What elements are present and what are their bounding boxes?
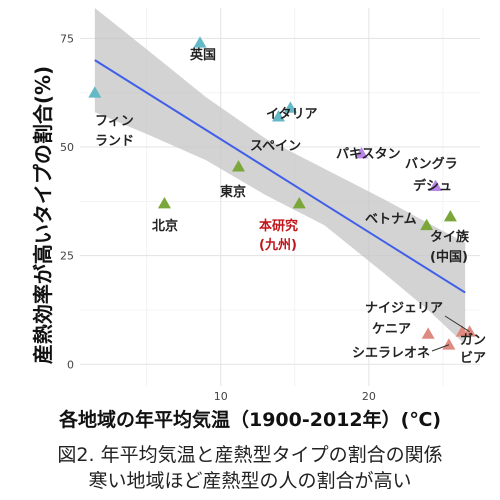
data-point — [354, 147, 368, 159]
point-label: フィン — [95, 114, 134, 129]
x-tick-label: 10 — [214, 390, 228, 403]
data-point — [442, 338, 456, 350]
x-axis-label: 各地域の年平均気温（1900-2012年）(℃) — [58, 408, 441, 431]
point-label: 東京 — [220, 184, 246, 200]
y-tick-label: 0 — [67, 358, 74, 371]
leader-lines — [431, 315, 470, 352]
point-label: 英国 — [189, 47, 216, 63]
regression-line — [94, 59, 466, 294]
point-label: (中国) — [430, 249, 468, 265]
point-label: イタリア — [266, 107, 317, 122]
data-point — [193, 36, 207, 48]
point-label: ベトナム — [365, 212, 417, 227]
regression-line-group — [94, 59, 466, 294]
data-point — [292, 197, 306, 209]
point-label: ビア — [460, 350, 486, 366]
data-point — [420, 218, 434, 231]
point-label: バングラ — [405, 156, 458, 172]
data-point — [272, 110, 286, 122]
point-label: パキスタン — [336, 147, 401, 162]
data-point — [88, 86, 102, 98]
x-tick-labels: 10 20 — [214, 390, 376, 403]
data-points — [88, 36, 477, 350]
y-tick-labels: 0 25 50 75 — [60, 32, 74, 371]
data-point — [429, 179, 443, 192]
point-label: デシュ — [413, 178, 452, 194]
point-label: ケニア — [372, 322, 411, 337]
y-tick-label: 25 — [60, 250, 74, 263]
point-label: (九州) — [259, 238, 297, 253]
point-label: ガン — [460, 333, 486, 348]
data-point — [157, 197, 171, 209]
data-point — [283, 101, 297, 113]
point-label: 北京 — [152, 218, 178, 234]
figure-caption-subtitle: 寒い地域ほど産熱型の人の割合が高い — [88, 470, 412, 492]
point-label: 本研究 — [259, 218, 298, 234]
point-label: シエラレオネ — [352, 346, 430, 361]
point-label: ナイジェリア — [365, 301, 443, 316]
data-point — [421, 327, 435, 339]
y-axis-label: 産熱効率が高いタイプの割合(%) — [31, 66, 55, 364]
point-label: スペイン — [250, 139, 301, 154]
point-label: ランド — [95, 134, 134, 149]
data-point — [443, 210, 457, 222]
figure-caption: 図2. 年平均気温と産熱型タイプの割合の関係 — [57, 444, 443, 466]
x-tick-label: 20 — [362, 390, 376, 403]
y-tick-label: 75 — [60, 32, 74, 45]
leader-line — [444, 315, 470, 333]
leader-line — [431, 344, 450, 352]
data-point — [455, 325, 469, 337]
point-label: タイ族 — [430, 229, 470, 245]
y-tick-label: 50 — [60, 141, 74, 154]
data-point — [232, 160, 246, 172]
